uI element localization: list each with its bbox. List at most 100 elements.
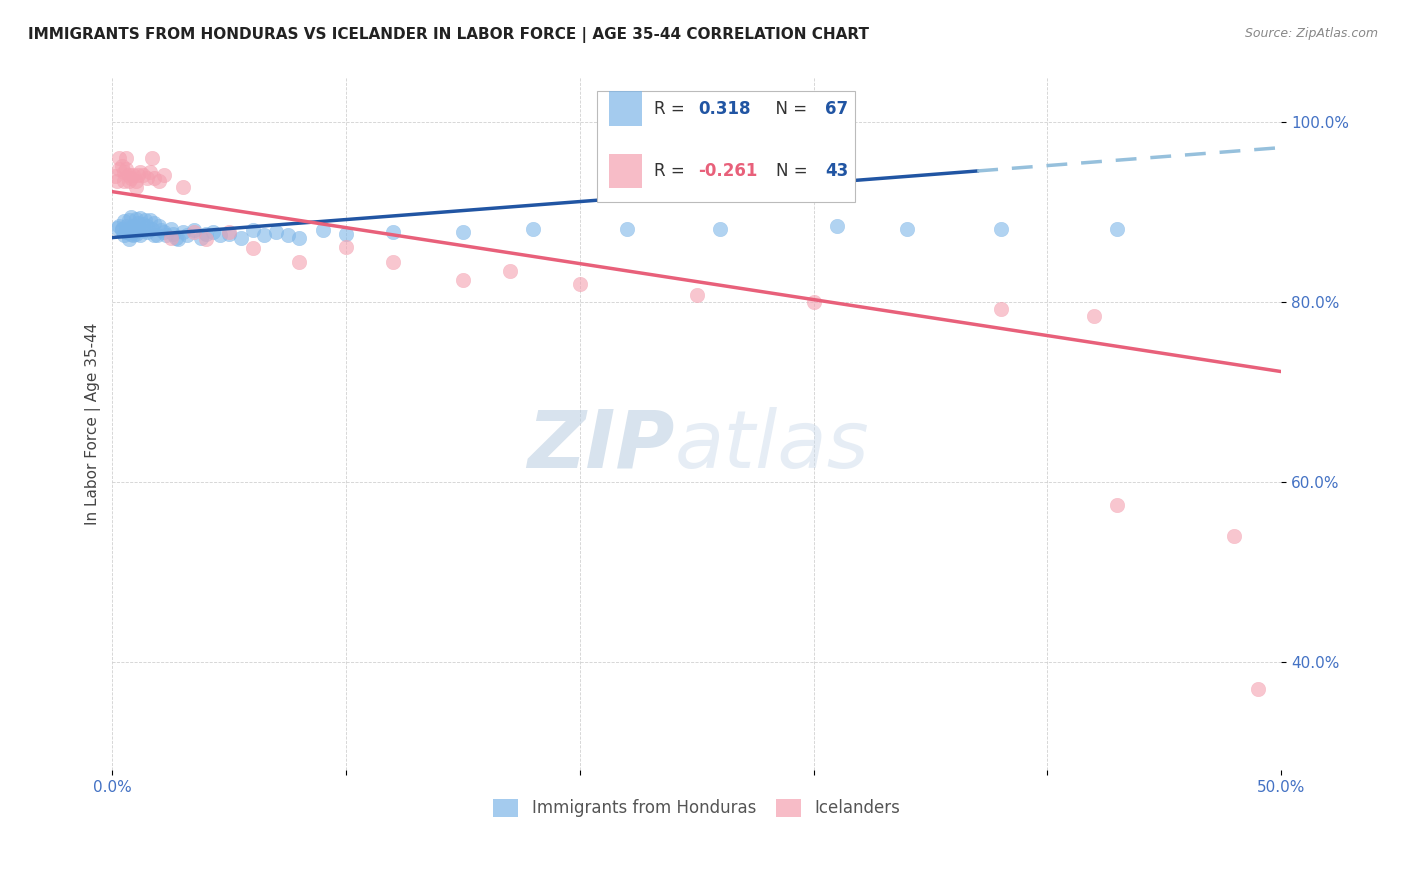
Point bbox=[153, 225, 176, 239]
Y-axis label: In Labor Force | Age 35-44: In Labor Force | Age 35-44 bbox=[86, 323, 101, 524]
Text: Source: ZipAtlas.com: Source: ZipAtlas.com bbox=[1244, 27, 1378, 40]
Point bbox=[288, 230, 311, 244]
Point bbox=[146, 227, 169, 242]
Point bbox=[115, 219, 138, 233]
Point bbox=[335, 239, 357, 253]
Point bbox=[201, 225, 224, 239]
Point bbox=[125, 180, 148, 194]
Point bbox=[162, 227, 184, 241]
Point bbox=[136, 219, 159, 233]
Point bbox=[183, 223, 205, 237]
Point bbox=[118, 212, 141, 227]
Point bbox=[172, 225, 194, 239]
Point bbox=[120, 171, 142, 186]
Point bbox=[1107, 221, 1129, 235]
Text: IMMIGRANTS FROM HONDURAS VS ICELANDER IN LABOR FORCE | AGE 35-44 CORRELATION CHA: IMMIGRANTS FROM HONDURAS VS ICELANDER IN… bbox=[28, 27, 869, 43]
Point bbox=[194, 232, 217, 246]
Point bbox=[172, 180, 194, 194]
Text: 43: 43 bbox=[825, 162, 849, 180]
Point bbox=[112, 214, 135, 228]
Point bbox=[1247, 681, 1270, 696]
Point bbox=[253, 227, 276, 242]
Point bbox=[312, 223, 335, 237]
Point bbox=[522, 221, 544, 235]
Text: R =: R = bbox=[654, 162, 689, 180]
Point bbox=[118, 168, 141, 182]
Point bbox=[176, 227, 198, 242]
Point bbox=[108, 152, 131, 166]
Point bbox=[112, 165, 135, 179]
Point bbox=[122, 168, 145, 182]
Point bbox=[139, 165, 162, 179]
Point bbox=[125, 211, 148, 226]
Point bbox=[160, 221, 183, 235]
Point bbox=[115, 225, 138, 239]
Point bbox=[1223, 529, 1246, 543]
Point bbox=[160, 230, 183, 244]
FancyBboxPatch shape bbox=[609, 153, 641, 188]
Point bbox=[183, 225, 205, 239]
Point bbox=[990, 221, 1012, 235]
Point bbox=[153, 168, 176, 182]
Point bbox=[141, 152, 163, 166]
Point bbox=[120, 210, 142, 224]
Point bbox=[127, 223, 149, 237]
Point bbox=[242, 223, 264, 237]
Text: atlas: atlas bbox=[675, 407, 870, 485]
Point bbox=[155, 227, 177, 242]
Point bbox=[112, 227, 135, 242]
Point bbox=[194, 227, 217, 241]
Point bbox=[451, 273, 474, 287]
Point bbox=[115, 162, 138, 177]
Point bbox=[111, 221, 134, 235]
Point bbox=[129, 227, 152, 242]
Point bbox=[1083, 309, 1105, 323]
Point bbox=[132, 223, 155, 237]
Point bbox=[108, 219, 131, 233]
Point bbox=[381, 255, 404, 269]
Point bbox=[129, 211, 152, 225]
Text: -0.261: -0.261 bbox=[697, 162, 758, 180]
Point bbox=[143, 227, 166, 242]
Point bbox=[127, 168, 149, 182]
Point bbox=[141, 221, 163, 235]
Point bbox=[122, 225, 145, 239]
Point bbox=[451, 225, 474, 239]
Text: ZIP: ZIP bbox=[527, 407, 675, 485]
Point bbox=[277, 227, 299, 242]
Point bbox=[127, 216, 149, 230]
Point bbox=[242, 241, 264, 255]
Point bbox=[136, 225, 159, 239]
Point bbox=[125, 221, 148, 235]
Point bbox=[118, 174, 141, 188]
Point bbox=[218, 225, 240, 239]
Point bbox=[709, 221, 731, 235]
Point bbox=[105, 220, 128, 235]
Point bbox=[143, 171, 166, 186]
Point bbox=[165, 230, 187, 244]
Point bbox=[190, 230, 212, 244]
Point bbox=[686, 288, 709, 302]
Point bbox=[129, 165, 152, 179]
Point bbox=[111, 159, 134, 173]
Point bbox=[134, 212, 156, 227]
Point bbox=[288, 255, 311, 269]
Point bbox=[148, 219, 170, 233]
Point bbox=[208, 227, 231, 242]
Point bbox=[122, 227, 145, 242]
Point bbox=[568, 277, 591, 292]
Point bbox=[148, 174, 170, 188]
Point bbox=[118, 225, 141, 239]
Point bbox=[150, 223, 173, 237]
Point bbox=[132, 217, 155, 231]
Point bbox=[1107, 498, 1129, 512]
Point bbox=[381, 225, 404, 239]
Point bbox=[143, 216, 166, 230]
Point bbox=[132, 168, 155, 182]
FancyBboxPatch shape bbox=[609, 91, 641, 126]
Point bbox=[118, 232, 141, 246]
Point bbox=[229, 230, 252, 244]
Text: R =: R = bbox=[654, 100, 689, 118]
Text: 0.318: 0.318 bbox=[697, 100, 751, 118]
Point bbox=[803, 295, 825, 310]
